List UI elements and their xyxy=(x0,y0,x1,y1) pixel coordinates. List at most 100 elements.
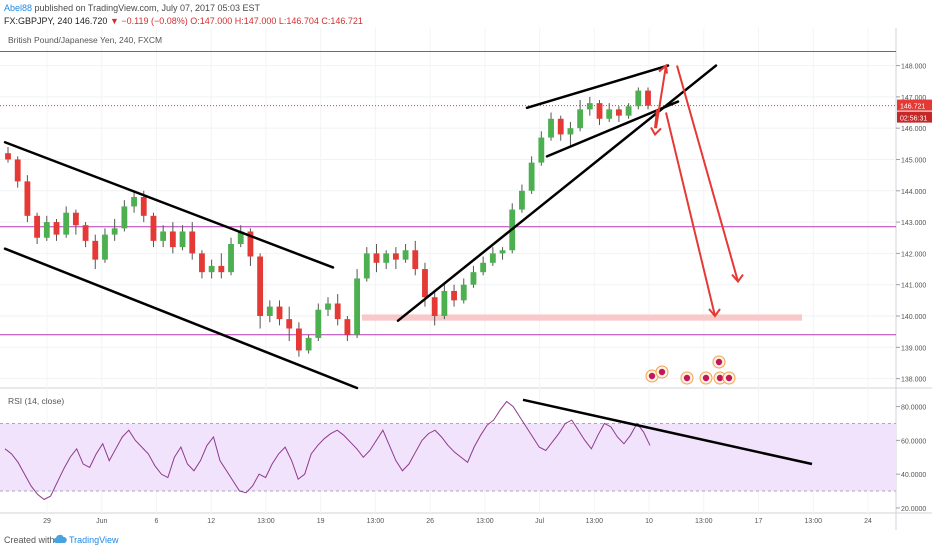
candle-body xyxy=(383,253,390,263)
candle-body xyxy=(528,162,535,191)
candle-body xyxy=(286,319,293,329)
support-zone xyxy=(362,314,802,321)
candle-body xyxy=(296,328,302,351)
candle-body xyxy=(237,231,244,244)
candle-body xyxy=(519,190,525,210)
ohlc-values: O:147.000 H:147.000 L:146.704 C:146.721 xyxy=(190,16,363,26)
channel-upper-line xyxy=(3,141,335,269)
candle-body xyxy=(160,231,167,241)
candle-body xyxy=(586,103,593,110)
candle-body xyxy=(548,118,554,138)
price-tick-label: 141.000 xyxy=(901,283,926,290)
projection-arrow-down-small xyxy=(654,109,658,129)
candle-body xyxy=(480,262,487,273)
cloud-icon xyxy=(53,534,67,543)
candle-body xyxy=(422,269,428,298)
event-flag-center xyxy=(716,374,724,382)
time-tick-label: 13:00 xyxy=(367,518,385,525)
countdown-badge xyxy=(897,111,932,123)
time-tick-label: 13:00 xyxy=(805,518,823,525)
candle-body xyxy=(131,197,137,207)
countdown-badge-label: 02:56:31 xyxy=(900,116,927,123)
symbol-label: FX:GBPJPY, 240 xyxy=(4,16,73,26)
author-link[interactable]: Abel88 xyxy=(4,3,33,13)
candle-body xyxy=(257,256,264,316)
candle-body xyxy=(102,234,108,260)
rsi-tick-label: 60.0000 xyxy=(901,438,926,445)
candle-body xyxy=(645,90,651,106)
candle-body xyxy=(305,337,312,351)
price-change: ▼ −0.119 (−0.08%) xyxy=(109,16,188,26)
price-tick-label: 146.000 xyxy=(901,126,926,133)
candle-body xyxy=(34,215,40,238)
candle-body xyxy=(567,128,574,135)
time-tick-label: 17 xyxy=(755,518,763,525)
candle-body xyxy=(334,303,341,320)
rsi-tick-label: 80.0000 xyxy=(901,405,926,412)
candle-body xyxy=(179,231,186,248)
price-tick-label: 147.000 xyxy=(901,95,926,102)
projection-arrow-up xyxy=(655,65,667,129)
time-tick-label: Jul xyxy=(535,518,544,525)
candle-body xyxy=(354,278,360,335)
candle-body xyxy=(150,215,157,241)
candle-body xyxy=(199,253,205,273)
candle-body xyxy=(412,250,419,270)
time-tick-label: 12 xyxy=(207,518,215,525)
candle-body xyxy=(470,272,477,285)
channel-lower-line xyxy=(3,247,359,390)
candle-body xyxy=(325,303,331,310)
time-tick-label: Jun xyxy=(96,518,107,525)
publish-info: published on TradingView.com, July 07, 2… xyxy=(34,3,261,13)
footer: Created with TradingView xyxy=(0,530,932,550)
candle-body xyxy=(14,159,21,182)
candle-body xyxy=(625,106,632,116)
candle-body xyxy=(344,319,351,335)
rsi-line xyxy=(4,400,651,501)
time-tick-label: 13:00 xyxy=(257,518,275,525)
tradingview-brand[interactable]: TradingView xyxy=(69,535,119,545)
candle-body xyxy=(218,265,225,273)
wedge-upper-line xyxy=(525,64,670,110)
rsi-tick-label: 20.0000 xyxy=(901,506,926,513)
candle-body xyxy=(392,253,399,260)
candle-body xyxy=(635,90,642,107)
time-tick-label: 13:00 xyxy=(476,518,494,525)
current-price-badge-label: 146.721 xyxy=(900,104,925,111)
candle-body xyxy=(92,240,99,260)
candle-body xyxy=(616,109,622,116)
rsi-band xyxy=(0,423,896,492)
candle-body xyxy=(441,290,448,316)
candle-body xyxy=(596,103,603,119)
candle-body xyxy=(489,253,496,263)
event-flag-center xyxy=(683,374,691,382)
event-flag-center xyxy=(658,368,666,376)
candle-body xyxy=(460,284,467,301)
price-tick-label: 143.000 xyxy=(901,220,926,227)
candle-body xyxy=(111,228,118,235)
candle-body xyxy=(538,137,545,163)
rsi-divergence-line xyxy=(522,398,813,466)
price-tick-label: 142.000 xyxy=(901,251,926,258)
price-tick-label: 138.000 xyxy=(901,377,926,384)
ohlc-line: FX:GBPJPY, 240 146.720 ▼ −0.119 (−0.08%)… xyxy=(4,16,363,26)
time-tick-label: 6 xyxy=(155,518,159,525)
rsi-tick-label: 40.0000 xyxy=(901,472,926,479)
price-tick-label: 139.000 xyxy=(901,345,926,352)
projection-arrow-extended xyxy=(676,65,739,282)
candle-body xyxy=(208,265,215,273)
candle-body xyxy=(189,231,196,254)
arrowhead xyxy=(731,273,744,284)
event-flag-center xyxy=(725,374,733,382)
arrowhead xyxy=(658,63,668,74)
time-tick-label: 13:00 xyxy=(586,518,604,525)
candle-body xyxy=(247,231,254,257)
candle-body xyxy=(451,290,457,301)
candle-body xyxy=(72,212,79,226)
time-tick-label: 10 xyxy=(645,518,653,525)
last-price: 146.720 xyxy=(74,16,108,26)
time-tick-label: 13:00 xyxy=(695,518,713,525)
candle-body xyxy=(228,244,234,273)
arrowhead xyxy=(650,126,662,137)
